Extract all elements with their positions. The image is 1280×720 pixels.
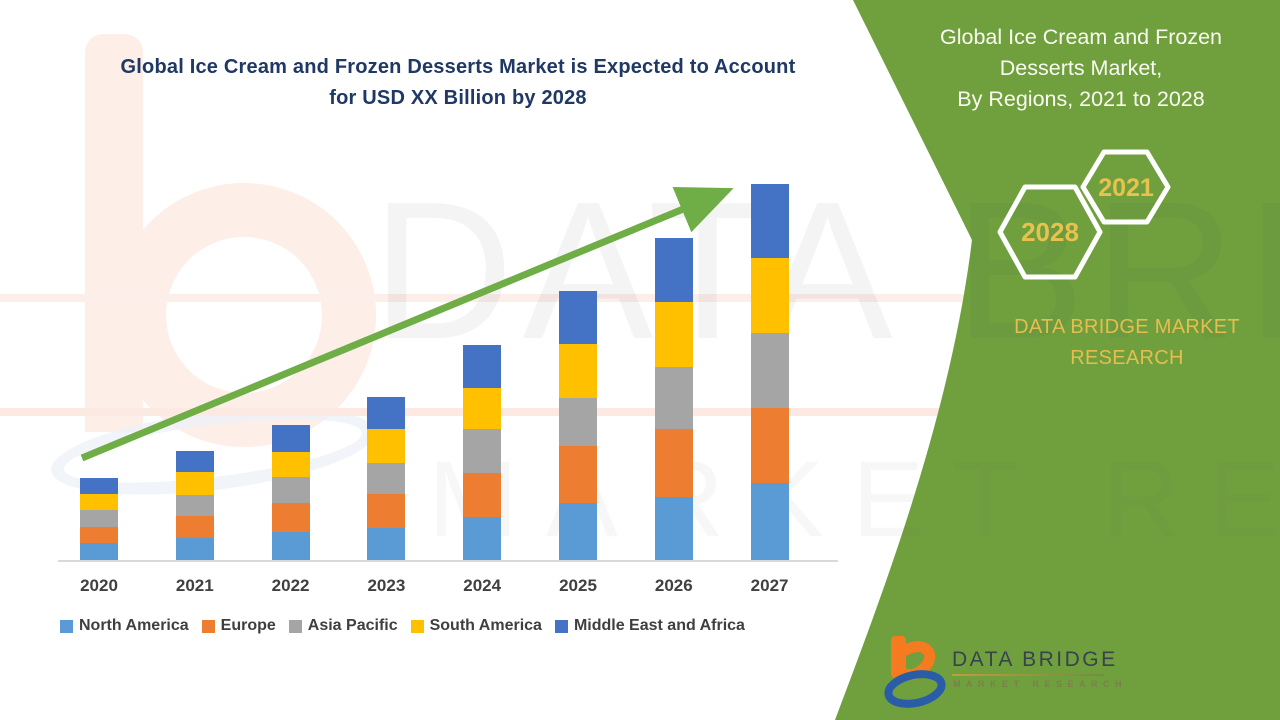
bar-segment-north-america <box>750 483 789 560</box>
brand-text-line1: DATA BRIDGE MARKET <box>1014 316 1240 338</box>
bar-segment-north-america <box>654 497 693 560</box>
legend-label: North America <box>79 617 189 634</box>
bar-segment-asia-pacific <box>750 333 789 408</box>
bar-segment-middle-east-and-africa <box>750 184 789 258</box>
bar-segment-europe <box>367 494 406 528</box>
x-axis-label-2025: 2025 <box>559 576 597 595</box>
brand-text-line2: RESEARCH <box>1070 347 1184 369</box>
chart-title: Global Ice Cream and Frozen Desserts Mar… <box>48 52 868 114</box>
x-axis-line <box>58 560 838 562</box>
legend-label: Middle East and Africa <box>573 617 745 634</box>
bar-segment-south-america <box>175 472 214 495</box>
legend-item-north-america: North America <box>60 617 189 635</box>
bar-segment-north-america <box>175 538 214 560</box>
legend-item-middle-east-and-africa: Middle East and Africa <box>554 617 745 635</box>
bar-segment-asia-pacific <box>367 463 406 494</box>
bar-segment-asia-pacific <box>463 429 502 473</box>
legend-swatch <box>554 619 568 633</box>
stacked-bar-2020 <box>80 478 118 560</box>
stacked-bar-2026 <box>654 238 693 560</box>
bar-segment-europe <box>175 516 214 538</box>
bar-segment-europe <box>559 446 597 503</box>
logo-sub-text: MARKET RESEARCH <box>953 679 1128 689</box>
databridge-logo: DATA BRIDGE MARKET RESEARCH <box>884 634 1264 714</box>
bar-segment-europe <box>463 473 502 517</box>
stacked-bar-2027 <box>750 184 789 560</box>
legend-swatch <box>201 619 215 633</box>
legend-item-asia-pacific: Asia Pacific <box>288 617 398 635</box>
legend-swatch <box>288 619 302 633</box>
panel-title-line3: By Regions, 2021 to 2028 <box>957 87 1205 111</box>
stacked-bar-2025 <box>559 291 597 560</box>
chart-title-line2: for USD XX Billion by 2028 <box>329 87 587 109</box>
x-axis-label-2026: 2026 <box>654 576 693 595</box>
bar-segment-south-america <box>559 344 597 398</box>
bar-segment-middle-east-and-africa <box>80 478 118 494</box>
bar-segment-middle-east-and-africa <box>654 238 693 302</box>
bar-segment-north-america <box>367 528 406 560</box>
stacked-bar-2024 <box>463 345 502 560</box>
bar-segment-asia-pacific <box>654 367 693 429</box>
logo-name-text: DATA BRIDGE <box>952 648 1118 671</box>
bar-segment-south-america <box>80 494 118 510</box>
stacked-bar-2022 <box>271 425 310 560</box>
x-axis-label-2023: 2023 <box>367 576 406 595</box>
x-axis-label-2022: 2022 <box>271 576 310 595</box>
bar-segment-south-america <box>271 452 310 477</box>
bar-segment-south-america <box>750 258 789 333</box>
bar-segment-asia-pacific <box>175 495 214 516</box>
chart-legend: North America Europe Asia Pacific South Ame… <box>60 617 745 635</box>
panel-title: Global Ice Cream and Frozen Desserts Mar… <box>898 22 1264 115</box>
bar-segment-north-america <box>463 517 502 560</box>
x-axis-label-2027: 2027 <box>750 576 789 595</box>
bar-segment-middle-east-and-africa <box>559 291 597 344</box>
legend-swatch <box>60 619 73 633</box>
legend-item-south-america: South America <box>410 617 542 635</box>
bar-segment-europe <box>654 429 693 497</box>
stacked-bar-2021 <box>175 451 214 560</box>
bar-segment-asia-pacific <box>559 398 597 446</box>
bar-segment-middle-east-and-africa <box>175 451 214 472</box>
legend-item-europe: Europe <box>201 617 276 635</box>
bar-segment-south-america <box>367 429 406 463</box>
x-axis-label-2024: 2024 <box>463 576 502 595</box>
bar-segment-south-america <box>463 388 502 429</box>
bar-segment-europe <box>271 503 310 532</box>
legend-label: Europe <box>220 617 276 634</box>
bar-segment-middle-east-and-africa <box>271 425 310 452</box>
bar-segment-asia-pacific <box>80 510 118 527</box>
panel-title-line1: Global Ice Cream and Frozen <box>939 25 1223 49</box>
legend-label: South America <box>429 617 542 634</box>
bar-segment-north-america <box>559 503 597 560</box>
x-axis-label-2021: 2021 <box>175 576 214 595</box>
panel-title-line2: Desserts Market, <box>999 56 1163 80</box>
bar-segment-middle-east-and-africa <box>463 345 502 388</box>
bar-segment-north-america <box>271 532 310 560</box>
bar-segment-south-america <box>654 302 693 367</box>
bar-segment-asia-pacific <box>271 477 310 503</box>
bar-segment-europe <box>80 527 118 543</box>
stacked-bar-2023 <box>367 397 406 560</box>
bar-segment-europe <box>750 408 789 483</box>
logo-divider <box>952 674 1104 676</box>
legend-swatch <box>410 619 424 633</box>
bar-segment-north-america <box>80 543 118 560</box>
x-axis-label-2020: 2020 <box>80 576 118 595</box>
chart-title-line1: Global Ice Cream and Frozen Desserts Mar… <box>120 56 796 78</box>
legend-label: Asia Pacific <box>307 617 398 634</box>
bar-segment-middle-east-and-africa <box>367 397 406 429</box>
brand-text: DATA BRIDGE MARKET RESEARCH <box>962 312 1280 374</box>
databridge-logo-icon <box>884 636 946 708</box>
